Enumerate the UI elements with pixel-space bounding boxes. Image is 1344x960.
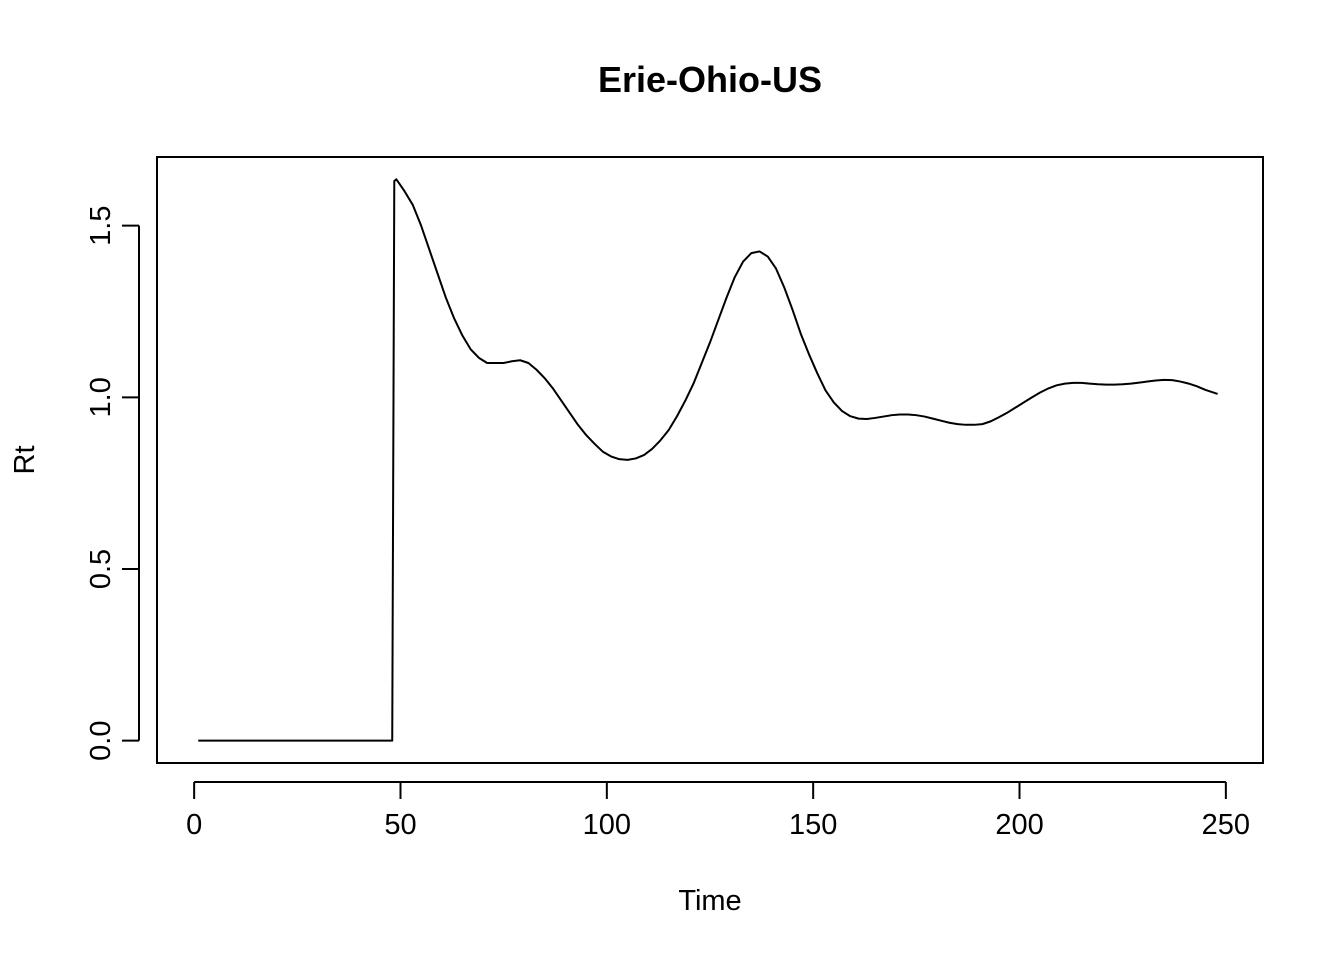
rt-series-line <box>198 178 1218 742</box>
x-tick-label: 50 <box>384 809 416 841</box>
y-axis: 0.0 0.5 1.0 1.5 <box>85 206 140 761</box>
x-tick-label: 100 <box>583 809 631 841</box>
y-tick-label: 0.0 <box>85 721 117 761</box>
y-tick-label: 1.0 <box>85 377 117 417</box>
series-layer <box>198 178 1218 742</box>
y-tick-label: 0.5 <box>85 549 117 589</box>
x-tick-label: 150 <box>789 809 837 841</box>
x-axis-label: Time <box>678 885 741 917</box>
x-tick-label: 0 <box>186 809 202 841</box>
x-tick-label: 250 <box>1202 809 1250 841</box>
plot-frame <box>156 156 1264 764</box>
x-tick-label: 200 <box>995 809 1043 841</box>
x-axis: 0 50 100 150 200 250 <box>186 781 1250 841</box>
y-tick-label: 1.5 <box>85 206 117 246</box>
y-axis-label: Rt <box>9 446 41 475</box>
chart-title: Erie-Ohio-US <box>598 59 822 100</box>
